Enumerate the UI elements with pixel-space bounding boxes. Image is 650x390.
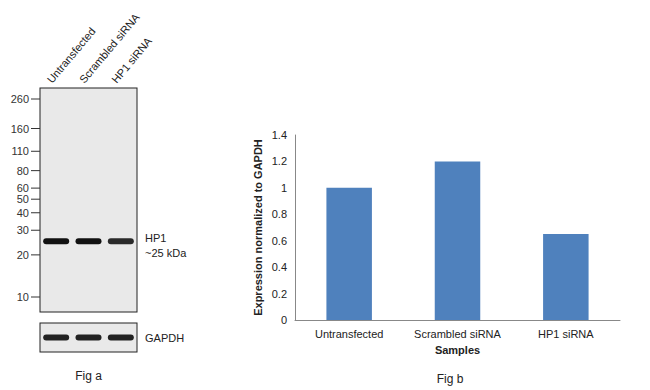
svg-text:110: 110 [11,145,29,157]
svg-text:Scrambled siRNA: Scrambled siRNA [414,328,501,340]
svg-text:~25 kDa: ~25 kDa [145,247,187,259]
svg-text:0.2: 0.2 [272,288,287,300]
svg-text:20: 20 [17,249,29,261]
svg-text:1: 1 [281,182,287,194]
svg-text:Untransfected: Untransfected [315,328,383,340]
svg-text:Samples: Samples [435,344,480,356]
svg-text:10: 10 [17,291,29,303]
svg-text:0: 0 [281,314,287,326]
svg-text:1.4: 1.4 [272,129,287,141]
svg-text:80: 80 [17,165,29,177]
svg-text:60: 60 [16,182,29,195]
svg-text:Fig a: Fig a [75,369,102,383]
svg-text:260: 260 [11,93,29,105]
svg-text:160: 160 [11,123,29,135]
svg-text:HP1 siRNA: HP1 siRNA [538,328,594,340]
svg-text:Scrambled siRNA: Scrambled siRNA [77,11,142,86]
svg-text:HP1 siRNA: HP1 siRNA [109,34,154,85]
svg-text:50: 50 [17,193,29,205]
svg-text:0.6: 0.6 [272,235,287,247]
svg-text:GAPDH: GAPDH [145,332,184,344]
svg-text:Untransfected: Untransfected [44,25,98,86]
svg-text:0.4: 0.4 [272,261,287,273]
svg-text:30: 30 [17,224,29,236]
svg-text:HP1: HP1 [145,232,166,244]
svg-text:Expression normalized to GAPDH: Expression normalized to GAPDH [252,139,264,316]
svg-text:0.8: 0.8 [272,208,287,220]
svg-text:Fig b: Fig b [437,372,464,386]
svg-text:1.2: 1.2 [272,155,287,167]
svg-text:40: 40 [17,207,29,219]
